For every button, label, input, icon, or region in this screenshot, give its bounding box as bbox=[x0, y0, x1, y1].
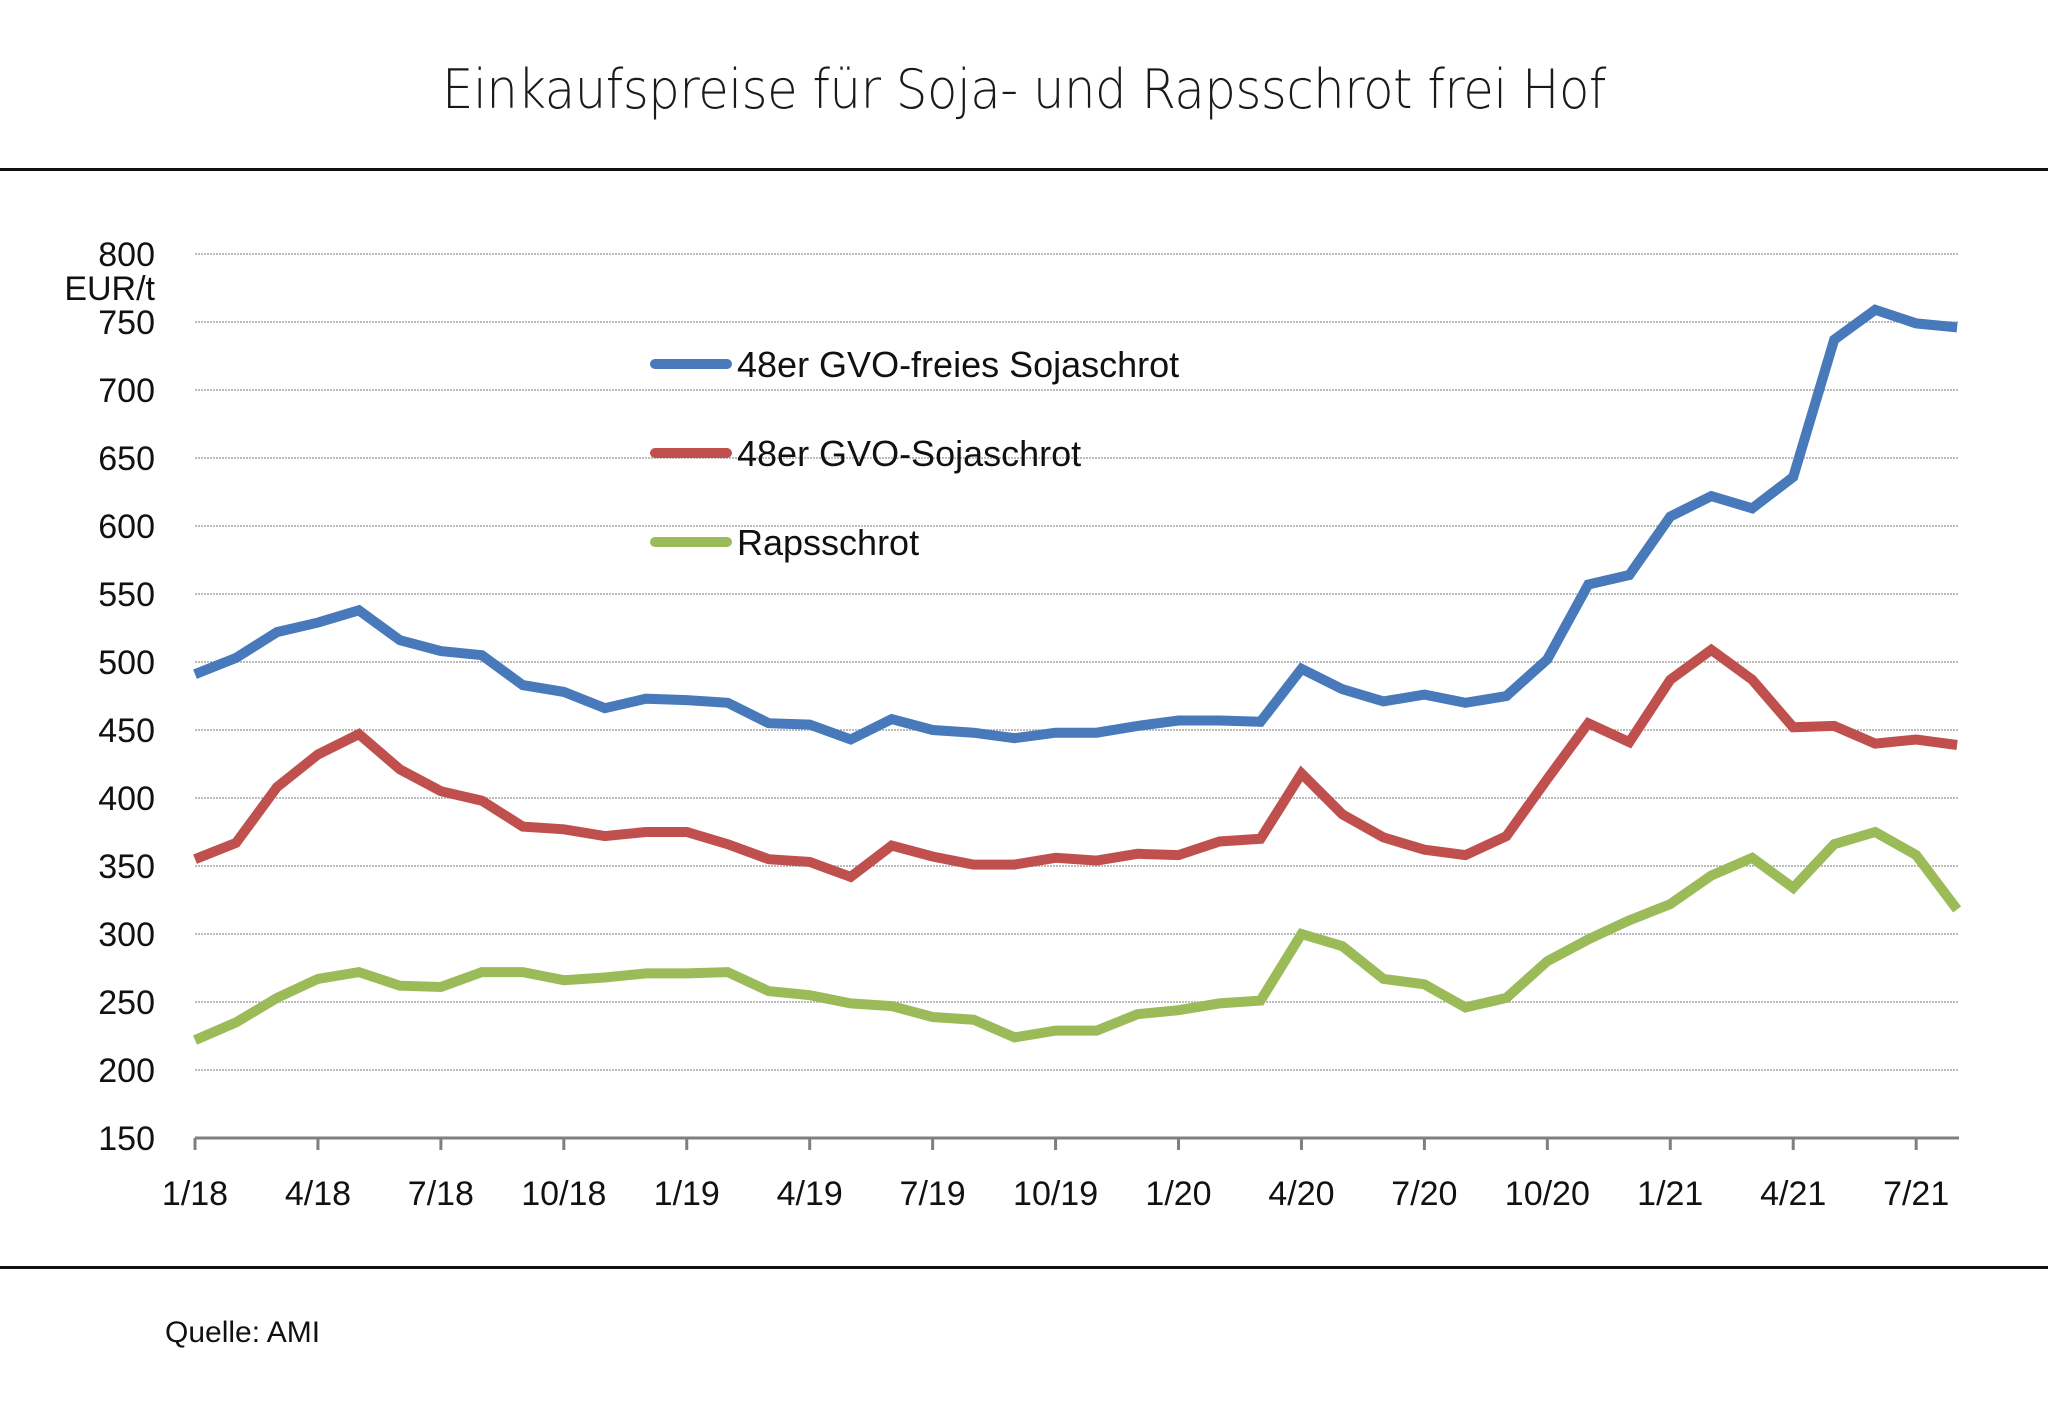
y-tick-label: 150 bbox=[98, 1120, 155, 1158]
chart-title: Einkaufspreise für Soja- und Rapsschrot … bbox=[442, 58, 1606, 121]
series-line-2 bbox=[193, 643, 1958, 883]
legend: 48er GVO-freies Sojaschrot 48er GVO-Sojas… bbox=[650, 344, 1179, 563]
y-tick-label: 400 bbox=[98, 780, 155, 818]
legend-label: 48er GVO-Sojaschrot bbox=[737, 433, 1081, 474]
x-tick-label: 4/20 bbox=[1268, 1175, 1334, 1213]
y-tick-label: 800 bbox=[98, 236, 155, 274]
series-line-1 bbox=[193, 304, 1958, 745]
y-tick-label: 350 bbox=[98, 848, 155, 886]
y-axis-ticks: 150 200 250 300 350 400 450 500 550 600 650 700 750 8… bbox=[98, 236, 155, 1158]
source-note: Quelle: AMI bbox=[165, 1316, 321, 1349]
x-tick-label: 7/21 bbox=[1883, 1175, 1949, 1213]
x-tick-label: 7/19 bbox=[900, 1175, 966, 1213]
legend-label: Rapsschrot bbox=[737, 522, 919, 563]
x-tick-label: 10/20 bbox=[1505, 1175, 1590, 1213]
y-tick-label: 650 bbox=[98, 440, 155, 478]
series-line-3 bbox=[193, 826, 1962, 1045]
y-tick-label: 250 bbox=[98, 984, 155, 1022]
y-tick-label: 450 bbox=[98, 712, 155, 750]
top-divider bbox=[0, 168, 2048, 171]
bottom-divider bbox=[0, 1266, 2048, 1269]
series-lines bbox=[193, 304, 1962, 1045]
x-tick-label: 4/21 bbox=[1760, 1175, 1826, 1213]
y-tick-label: 550 bbox=[98, 576, 155, 614]
x-tick-label: 4/18 bbox=[285, 1175, 351, 1213]
x-tick-label: 1/19 bbox=[654, 1175, 720, 1213]
x-tick-label: 1/20 bbox=[1145, 1175, 1211, 1213]
y-tick-label: 500 bbox=[98, 644, 155, 682]
y-tick-label: 300 bbox=[98, 916, 155, 954]
x-tick-label: 7/20 bbox=[1391, 1175, 1457, 1213]
y-tick-label: 200 bbox=[98, 1052, 155, 1090]
y-tick-label: 600 bbox=[98, 508, 155, 546]
x-tick-label: 10/18 bbox=[521, 1175, 606, 1213]
y-tick-label: 700 bbox=[98, 372, 155, 410]
x-tick-label: 7/18 bbox=[408, 1175, 474, 1213]
y-tick-label: 750 bbox=[98, 304, 155, 342]
x-tick-label: 1/18 bbox=[162, 1175, 228, 1213]
x-axis: 1/18 4/18 7/18 10/18 1/19 4/19 7/19 10/19 1/20 4/… bbox=[162, 1136, 1959, 1213]
x-tick-label: 4/19 bbox=[777, 1175, 843, 1213]
legend-label: 48er GVO-freies Sojaschrot bbox=[737, 344, 1179, 385]
y-axis-unit-label: EUR/t bbox=[64, 270, 155, 308]
x-tick-label: 10/19 bbox=[1013, 1175, 1098, 1213]
x-tick-label: 1/21 bbox=[1637, 1175, 1703, 1213]
gridlines bbox=[195, 253, 1959, 1071]
